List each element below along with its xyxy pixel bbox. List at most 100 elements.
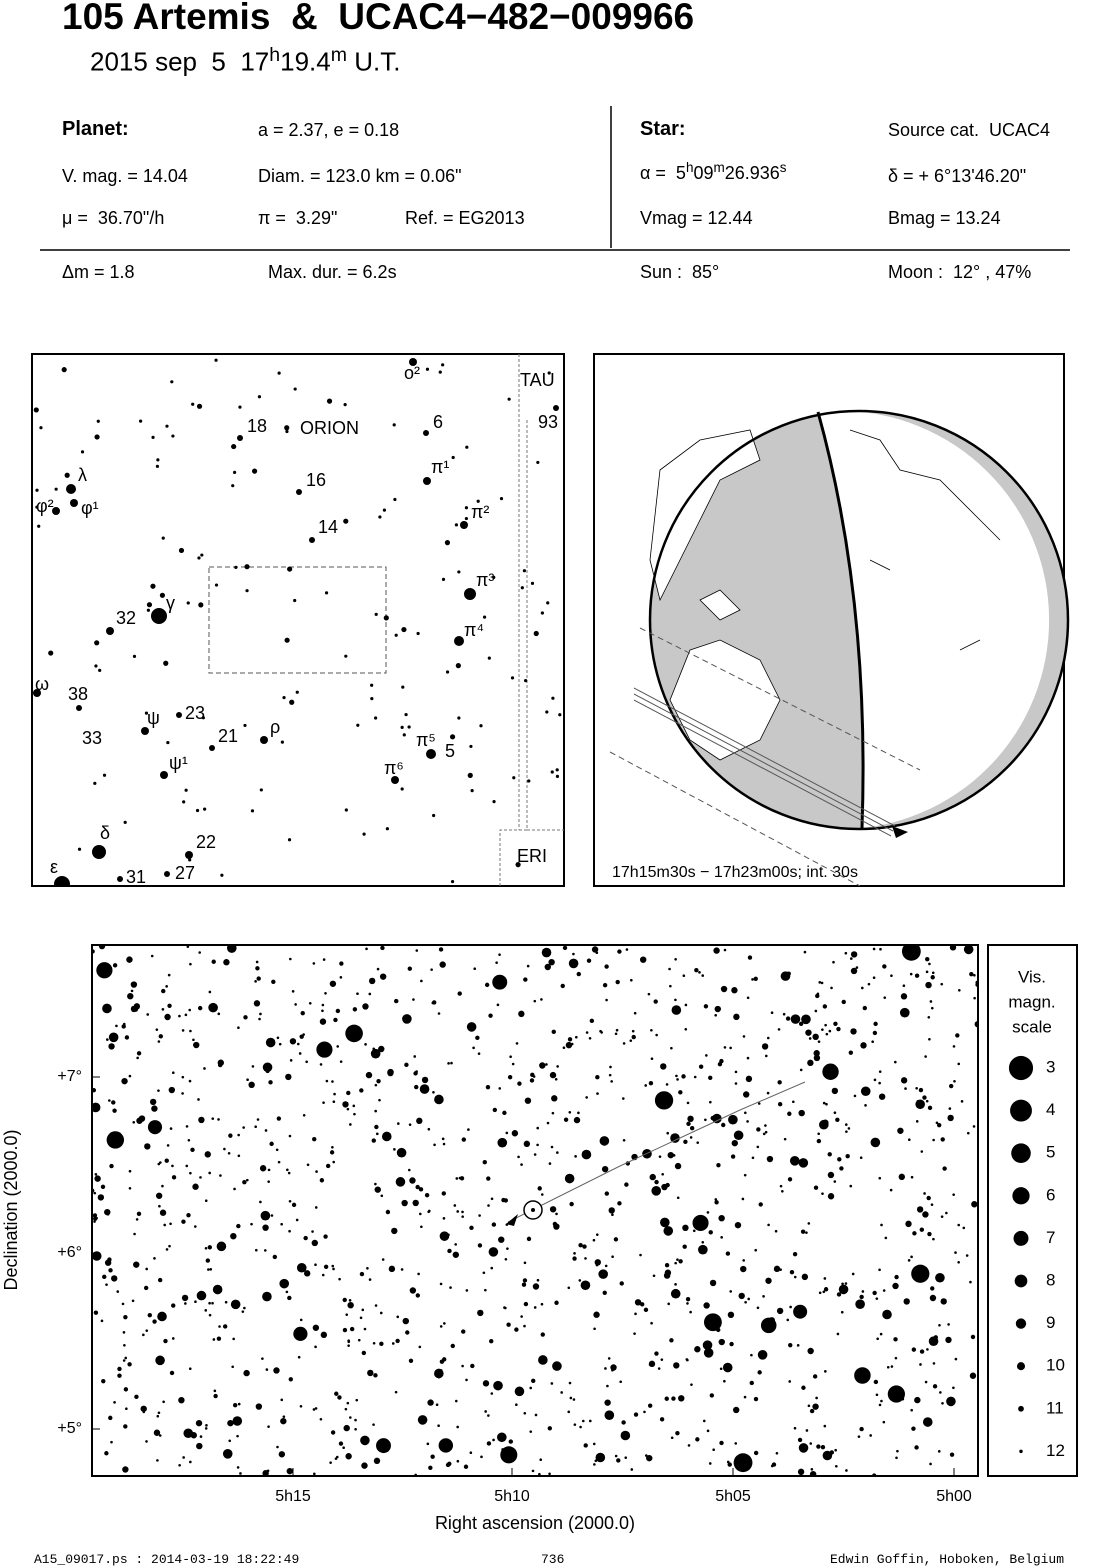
star bbox=[524, 1097, 532, 1104]
star bbox=[236, 1466, 240, 1469]
star bbox=[372, 1341, 376, 1345]
star bbox=[751, 1156, 755, 1160]
star bbox=[720, 985, 728, 993]
star bbox=[914, 973, 920, 978]
star bbox=[271, 979, 276, 985]
star bbox=[823, 1287, 829, 1292]
star bbox=[314, 1407, 318, 1410]
star bbox=[231, 443, 237, 450]
star-label: 21 bbox=[218, 726, 238, 746]
star bbox=[413, 1055, 417, 1058]
star bbox=[355, 1398, 359, 1402]
star bbox=[869, 1434, 872, 1437]
star bbox=[111, 1100, 116, 1105]
x-tick-label: 5h00 bbox=[936, 1488, 972, 1505]
star bbox=[400, 787, 404, 791]
star bbox=[207, 1245, 213, 1250]
star bbox=[873, 1379, 879, 1385]
star bbox=[765, 1277, 772, 1284]
stars bbox=[33, 358, 562, 886]
star bbox=[165, 1248, 169, 1251]
star bbox=[189, 962, 192, 966]
star bbox=[168, 1244, 171, 1248]
star bbox=[35, 488, 39, 492]
star bbox=[441, 363, 445, 367]
star bbox=[338, 1277, 341, 1281]
star bbox=[212, 1338, 216, 1341]
star bbox=[376, 1438, 391, 1454]
star bbox=[634, 1299, 642, 1306]
star bbox=[836, 1332, 840, 1336]
star bbox=[123, 1314, 128, 1320]
star bbox=[813, 1050, 820, 1057]
star bbox=[134, 1394, 139, 1400]
star bbox=[314, 1345, 317, 1349]
star bbox=[237, 1402, 241, 1406]
star bbox=[299, 1034, 304, 1039]
star bbox=[491, 1222, 497, 1227]
star bbox=[734, 1442, 738, 1445]
star bbox=[488, 1247, 499, 1257]
star bbox=[488, 1013, 493, 1018]
star-label: ψ bbox=[147, 708, 160, 728]
star bbox=[746, 996, 750, 1000]
star bbox=[689, 1126, 695, 1131]
star bbox=[753, 1396, 759, 1402]
star bbox=[536, 1278, 540, 1282]
legend-title: magn. bbox=[1008, 992, 1055, 1011]
star bbox=[577, 1111, 580, 1115]
star bbox=[492, 974, 508, 990]
star bbox=[334, 1457, 338, 1460]
frame bbox=[31, 353, 565, 887]
star bbox=[792, 1100, 795, 1104]
star bbox=[397, 1122, 400, 1125]
star bbox=[152, 1319, 157, 1324]
star bbox=[425, 367, 430, 371]
star bbox=[746, 1056, 750, 1060]
star bbox=[575, 1035, 578, 1039]
star bbox=[880, 1223, 883, 1227]
star bbox=[477, 1052, 481, 1055]
star bbox=[550, 1382, 554, 1385]
star bbox=[238, 405, 242, 409]
star bbox=[747, 1297, 750, 1301]
star bbox=[758, 1202, 763, 1207]
star bbox=[76, 705, 82, 711]
star bbox=[276, 1116, 282, 1121]
maxdur: Max. dur. = 6.2s bbox=[268, 262, 397, 282]
star bbox=[237, 435, 243, 441]
star bbox=[830, 986, 833, 990]
star bbox=[644, 1084, 648, 1087]
star bbox=[565, 1041, 573, 1049]
star-label: π³ bbox=[476, 570, 494, 590]
star bbox=[209, 1268, 213, 1271]
star bbox=[269, 1141, 274, 1147]
star bbox=[314, 1206, 318, 1209]
star bbox=[517, 1155, 520, 1159]
star bbox=[255, 966, 260, 971]
star bbox=[139, 419, 143, 423]
star bbox=[465, 1289, 469, 1292]
star bbox=[912, 1231, 917, 1236]
star bbox=[520, 1163, 523, 1166]
legend-label: 9 bbox=[1046, 1313, 1055, 1332]
star bbox=[757, 1102, 761, 1105]
star bbox=[394, 633, 398, 637]
star bbox=[289, 1038, 297, 1045]
star bbox=[382, 508, 387, 512]
star bbox=[594, 1259, 601, 1266]
star bbox=[734, 1221, 742, 1229]
star bbox=[204, 1199, 208, 1202]
star bbox=[508, 1439, 514, 1444]
star bbox=[371, 1138, 376, 1143]
star bbox=[132, 1121, 136, 1124]
star bbox=[93, 1310, 99, 1315]
star bbox=[903, 1298, 910, 1305]
star bbox=[415, 1070, 418, 1073]
star bbox=[547, 371, 551, 375]
star bbox=[815, 1396, 818, 1400]
star bbox=[487, 656, 491, 660]
star bbox=[816, 1138, 822, 1144]
star bbox=[705, 1054, 708, 1057]
star bbox=[867, 982, 871, 986]
